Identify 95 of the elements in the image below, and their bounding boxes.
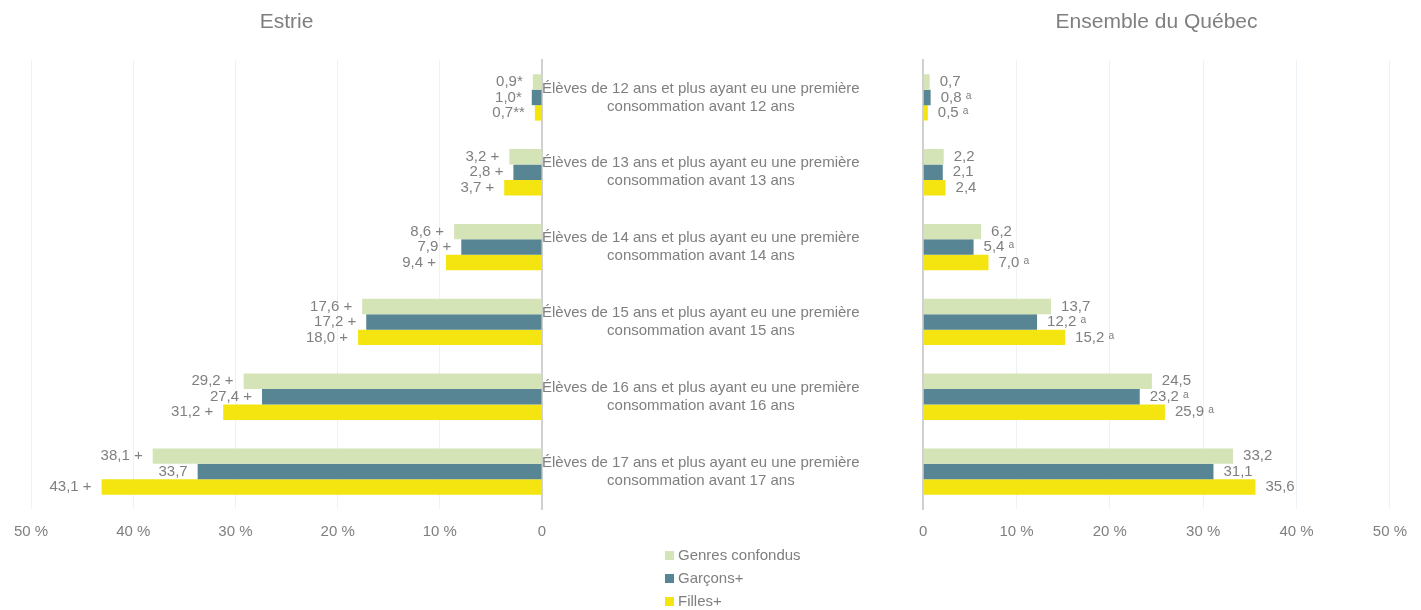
bar <box>923 404 1165 420</box>
bar <box>923 164 943 180</box>
data-label: 0,9* <box>496 72 523 90</box>
data-label: 43,1 + <box>49 477 92 495</box>
bar <box>923 373 1152 390</box>
y-tick-label: Élèves de 13 ans et plus ayant eu une première consommation avant 13 ans <box>542 153 860 189</box>
data-label: 31,2 + <box>171 402 214 420</box>
y-tick-label: Élèves de 15 ans et plus ayant eu une première consommation avant 15 ans <box>542 303 860 339</box>
data-label: 7,9 + <box>417 237 452 255</box>
bar <box>923 463 1214 480</box>
data-label: 0,8 ᵃ <box>940 87 972 105</box>
bar <box>923 389 1140 405</box>
bar <box>923 149 944 165</box>
x-tick-label: 30 % <box>218 522 253 540</box>
bar <box>923 329 1066 346</box>
x-tick-label: 20 % <box>1092 522 1127 540</box>
data-label: 35,6 <box>1265 477 1295 495</box>
x-tick-label: 0 <box>537 522 547 540</box>
data-label: 0,7** <box>492 103 526 121</box>
legend-label: Filles+ <box>678 592 722 609</box>
data-label: 29,2 + <box>191 371 234 389</box>
bar <box>923 448 1234 464</box>
bar <box>923 239 974 255</box>
x-tick-label: 10 % <box>422 522 457 540</box>
data-label: 17,6 + <box>310 296 353 314</box>
bar <box>923 298 1052 315</box>
data-label: 2,4 <box>955 177 977 195</box>
y-tick-label: Élèves de 17 ans et plus ayant eu une première consommation avant 17 ans <box>542 452 860 488</box>
bar <box>152 448 542 464</box>
data-label: 17,2 + <box>314 312 357 330</box>
data-label: 13,7 <box>1061 296 1091 314</box>
bar <box>923 74 930 90</box>
bar <box>243 373 542 390</box>
bar <box>923 314 1038 330</box>
data-label: 0,5 ᵃ <box>937 103 969 121</box>
y-tick-label: Élèves de 12 ans et plus ayant eu une première consommation avant 12 ans <box>542 78 860 114</box>
bar <box>509 149 542 165</box>
data-label: 27,4 + <box>209 386 253 404</box>
bar <box>923 89 931 106</box>
data-label: 38,1 + <box>100 446 143 464</box>
bar <box>923 105 928 121</box>
data-label: 31,1 <box>1223 461 1253 479</box>
bar <box>362 298 542 315</box>
bar <box>531 89 542 106</box>
data-label: 7,0 ᵃ <box>998 252 1030 270</box>
bar <box>197 463 542 480</box>
data-label: 8,6 + <box>410 221 445 239</box>
data-label: 3,7 + <box>460 177 495 195</box>
legend-label: Garçons+ <box>678 569 744 586</box>
data-label: 3,2 + <box>465 146 500 164</box>
x-tick-label: 20 % <box>320 522 355 540</box>
y-tick-label: Élèves de 14 ans et plus ayant eu une première consommation avant 14 ans <box>542 228 860 264</box>
bar <box>358 329 542 346</box>
bar <box>366 314 542 330</box>
bar <box>513 164 542 180</box>
bar <box>923 179 946 196</box>
x-tick-label: 50 % <box>13 522 49 540</box>
data-label: 6,2 <box>991 221 1012 239</box>
bar <box>101 479 542 495</box>
x-tick-label: 50 % <box>1372 522 1408 540</box>
bar <box>504 179 542 196</box>
bar <box>445 254 542 271</box>
data-label: 33,2 <box>1243 446 1273 464</box>
data-label: 0,7 <box>939 72 961 90</box>
x-tick-label: 40 % <box>1279 522 1314 540</box>
data-label: 18,0 + <box>305 327 349 345</box>
data-label: 2,2 <box>953 146 975 164</box>
bar <box>923 223 982 240</box>
bar <box>534 105 542 121</box>
x-tick-label: 40 % <box>116 522 151 540</box>
bar <box>532 74 542 90</box>
legend-label: Genres confondus <box>678 546 801 563</box>
data-label: 25,9 ᵃ <box>1174 402 1215 420</box>
x-tick-label: 10 % <box>999 522 1034 540</box>
chart-title: Estrie <box>259 8 314 32</box>
data-label: 5,4 ᵃ <box>983 237 1015 255</box>
data-label: 15,2 ᵃ <box>1075 327 1115 345</box>
x-tick-label: 30 % <box>1186 522 1221 540</box>
data-label: 2,8 + <box>469 162 504 180</box>
data-label: 24,5 <box>1161 371 1192 389</box>
data-label: 12,2 ᵃ <box>1047 312 1087 330</box>
bar <box>461 239 542 255</box>
data-label: 2,1 <box>952 162 974 180</box>
data-label: 9,4 + <box>402 252 437 270</box>
bar <box>923 479 1256 495</box>
bar <box>262 389 542 405</box>
bar <box>223 404 542 420</box>
data-label: 1,0* <box>495 87 522 105</box>
x-tick-label: 0 <box>919 522 928 540</box>
y-tick-label: Élèves de 16 ans et plus ayant eu une première consommation avant 16 ans <box>542 377 860 413</box>
bar <box>923 254 989 271</box>
chart-title: Ensemble du Québec <box>1055 8 1258 32</box>
bar <box>454 223 542 240</box>
data-label: 33,7 <box>158 461 188 479</box>
data-label: 23,2 ᵃ <box>1149 386 1190 404</box>
